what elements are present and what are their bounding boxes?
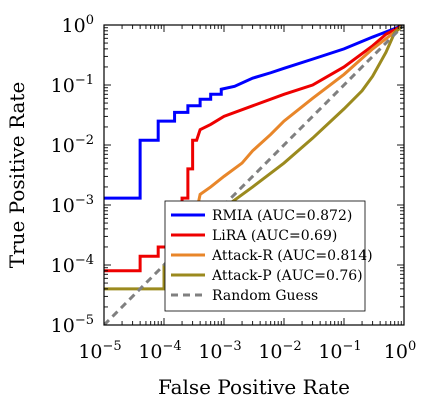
y-tick-label: 10−1 xyxy=(51,73,94,97)
legend: RMIA (AUC=0.872) LiRA (AUC=0.69) Attack-R … xyxy=(164,200,373,312)
ticks-layer: 10−5 10−4 10−3 10−2 10−1 100 10−5 10−4 10−3 10−2 1… xyxy=(51,13,417,363)
x-axis-label: False Positive Rate xyxy=(158,375,350,399)
y-tick-label: 10−2 xyxy=(51,133,94,157)
x-tick-label: 10−3 xyxy=(198,339,241,363)
x-tick-label: 10−1 xyxy=(318,339,361,363)
x-tick-label: 10−2 xyxy=(258,339,301,363)
y-tick-label: 10−5 xyxy=(51,313,94,337)
series-line-1 xyxy=(104,25,404,273)
legend-label: LiRA (AUC=0.69) xyxy=(212,228,337,244)
series-line-4 xyxy=(104,25,404,325)
series-line-0 xyxy=(104,25,404,200)
legend-label: Random Guess xyxy=(212,288,318,304)
y-tick-label: 100 xyxy=(62,13,94,37)
legend-label: Attack-P (AUC=0.76) xyxy=(211,268,363,284)
plot-frame xyxy=(103,24,405,326)
x-tick-label: 100 xyxy=(384,339,416,363)
y-tick-label: 10−4 xyxy=(51,253,94,277)
x-tick-label: 10−5 xyxy=(78,339,121,363)
y-tick-label: 10−3 xyxy=(51,193,94,217)
x-tick-label: 10−4 xyxy=(138,339,181,363)
legend-label: RMIA (AUC=0.872) xyxy=(212,208,352,224)
y-axis-label: True Positive Rate xyxy=(5,82,29,269)
legend-label: Attack-R (AUC=0.814) xyxy=(211,248,373,264)
